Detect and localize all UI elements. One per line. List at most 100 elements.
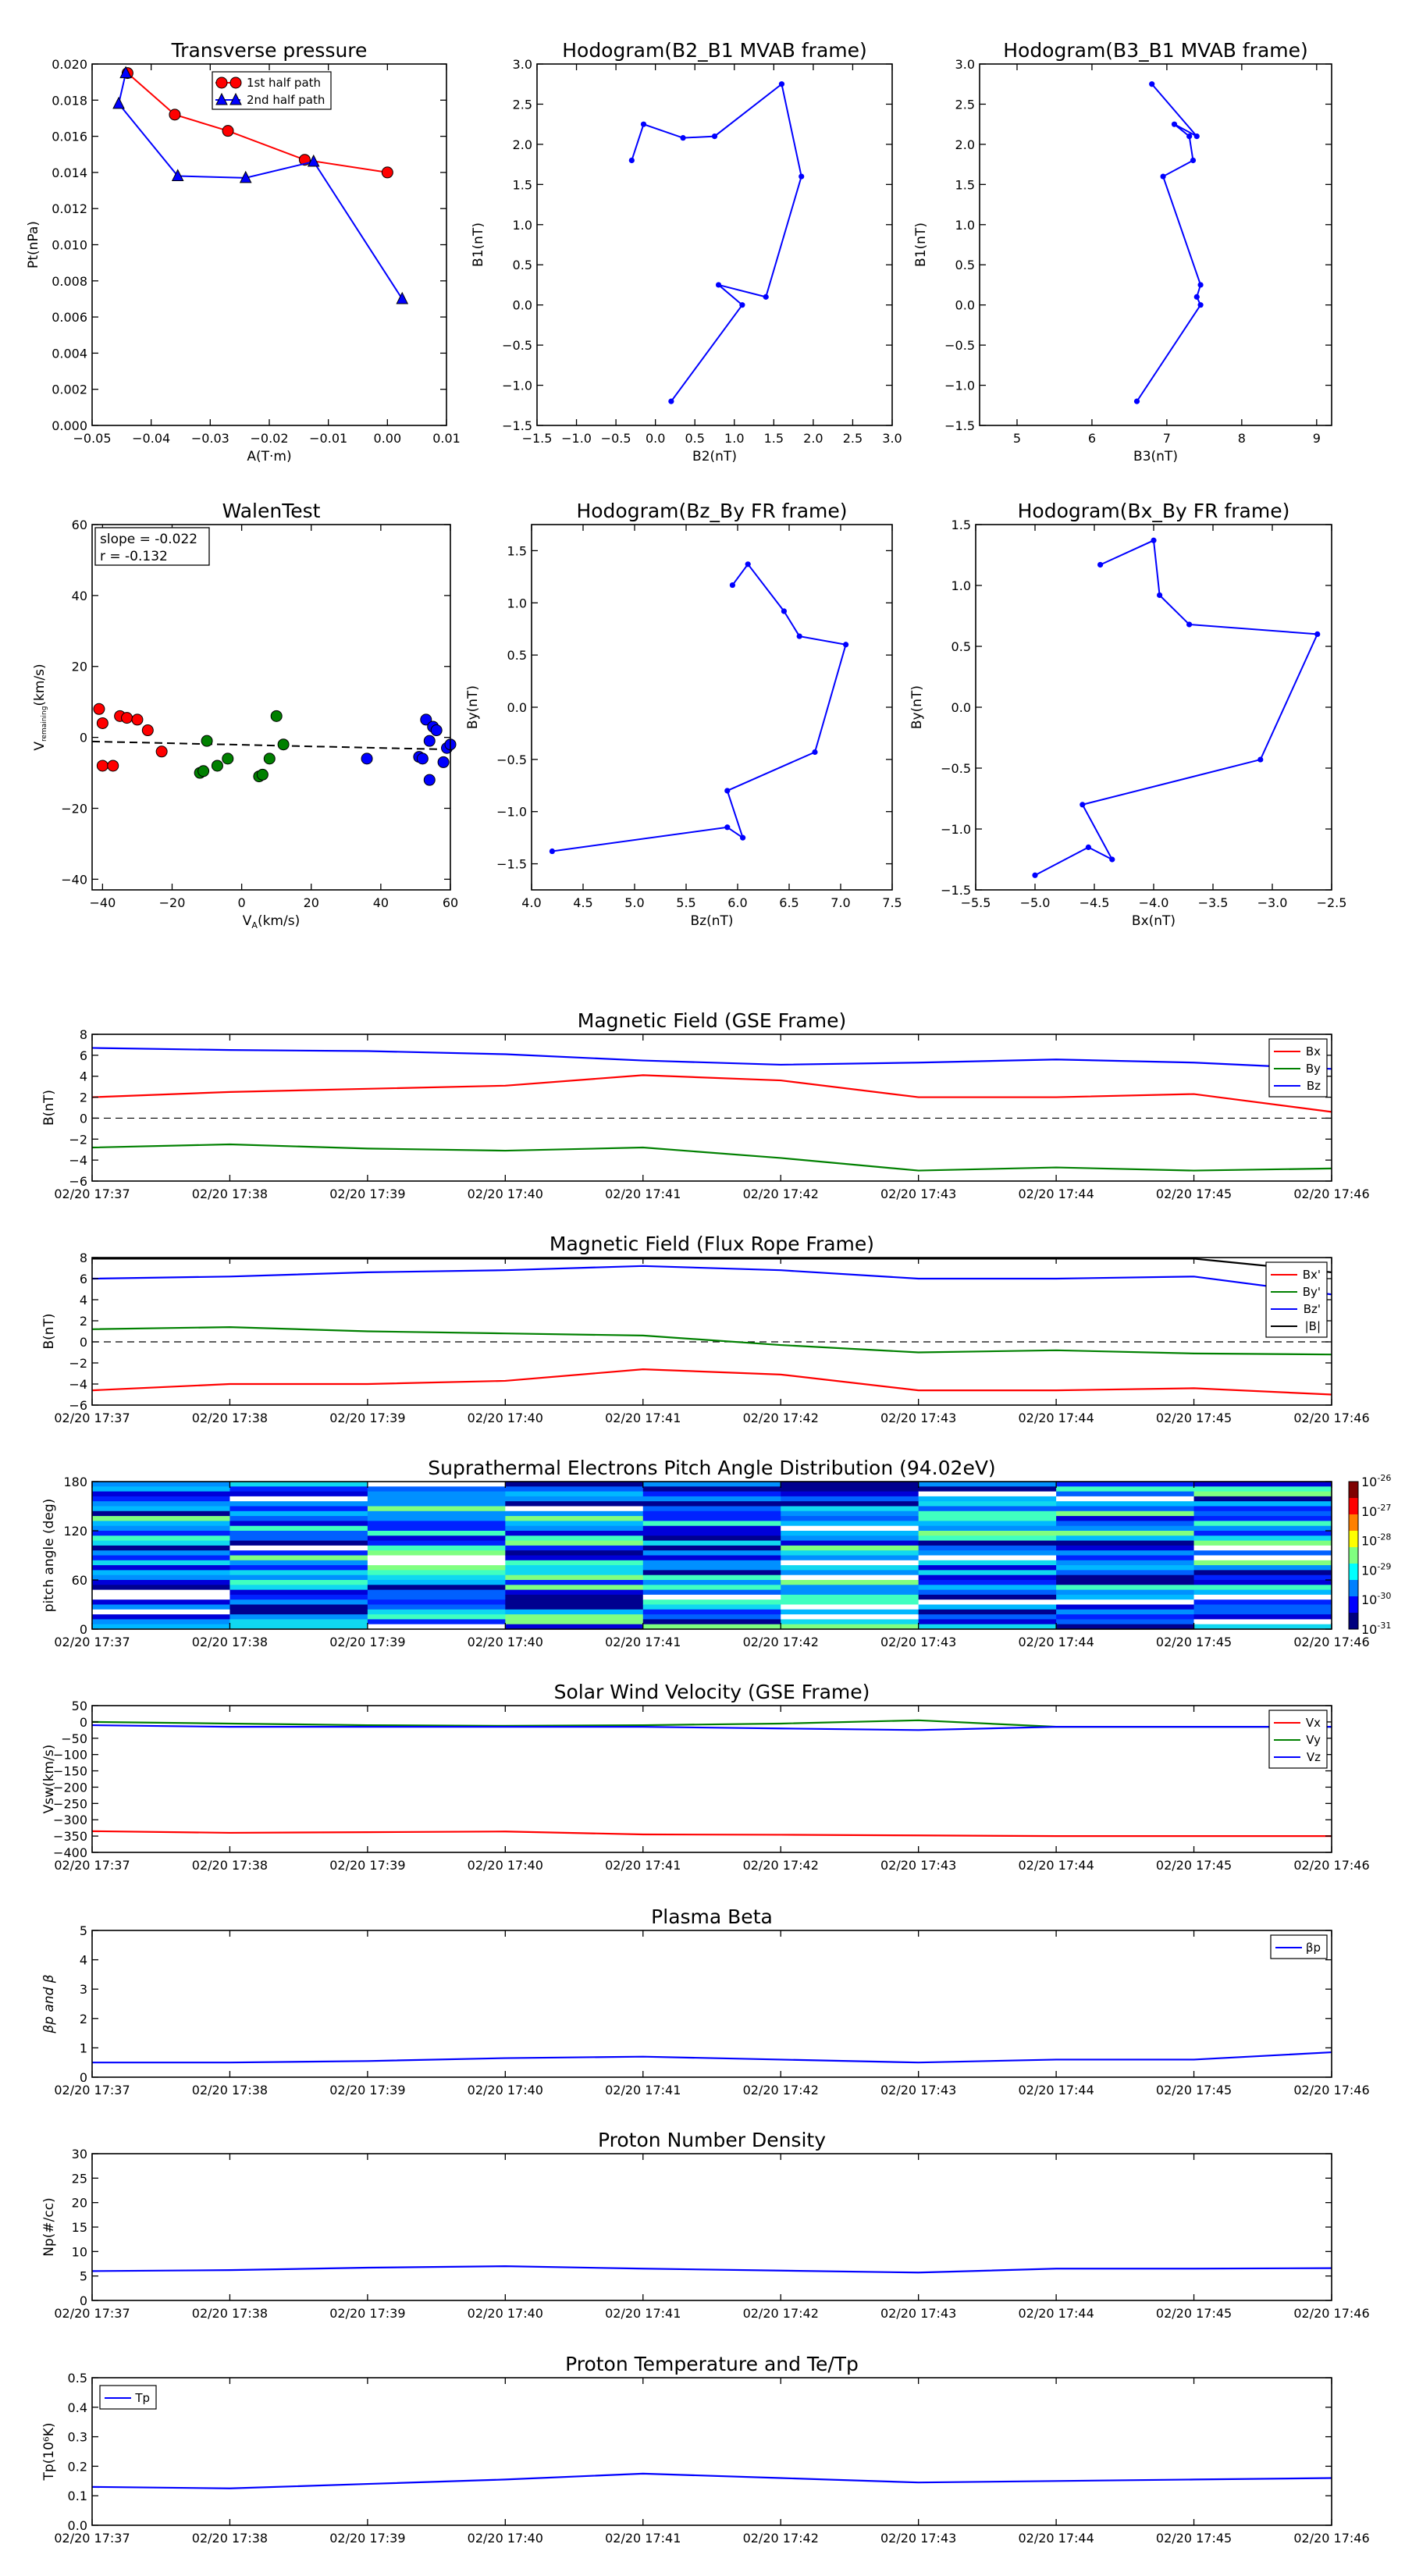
y-tick-label: −2 bbox=[69, 1132, 87, 1147]
plot-frame bbox=[91, 2377, 1332, 2526]
heatmap-cell bbox=[92, 1535, 230, 1542]
data-point bbox=[423, 735, 436, 747]
heatmap-cell bbox=[367, 1599, 506, 1605]
heatmap-cell bbox=[92, 1599, 230, 1605]
y-tick-label: −0.5 bbox=[502, 338, 532, 353]
series-line-|B| bbox=[92, 1258, 1332, 1273]
time-tick-label: 02/20 17:45 bbox=[1156, 1858, 1232, 1873]
annotation: slope = -0.022 r = -0.132 bbox=[94, 527, 210, 566]
heatmap-cell bbox=[367, 1619, 506, 1625]
heatmap-cell bbox=[1056, 1496, 1195, 1502]
heatmap-cell bbox=[229, 1501, 368, 1507]
heatmap-cell bbox=[781, 1531, 919, 1536]
y-tick-label: 0.008 bbox=[52, 274, 87, 289]
colorbar-tick-base: 10 bbox=[1361, 1622, 1377, 1637]
heatmap-cell bbox=[229, 1496, 368, 1502]
plot-area bbox=[92, 2154, 1332, 2300]
time-tick-label: 02/20 17:41 bbox=[605, 1635, 681, 1649]
time-tick-label: 02/20 17:37 bbox=[54, 2531, 130, 2546]
colorbar-tick-base: 10 bbox=[1361, 1475, 1377, 1489]
series-line-By bbox=[91, 1143, 1332, 1172]
legend-label: |B| bbox=[1305, 1319, 1321, 1333]
y-axis-label: B(nT) bbox=[41, 1313, 57, 1349]
time-tick-label: 02/20 17:38 bbox=[192, 1187, 268, 1201]
heatmap-cell bbox=[367, 1521, 506, 1527]
time-tick-label: 02/20 17:37 bbox=[54, 2306, 130, 2321]
data-point bbox=[1190, 157, 1197, 164]
heatmap-cell bbox=[505, 1619, 644, 1625]
plot-area bbox=[92, 525, 450, 890]
time-tick-label: 02/20 17:44 bbox=[1018, 1858, 1094, 1873]
time-tick-label: 02/20 17:42 bbox=[743, 1635, 819, 1649]
heatmap-cell bbox=[92, 1614, 230, 1620]
y-tick-label: 1.0 bbox=[513, 218, 532, 233]
heatmap-cell bbox=[505, 1491, 644, 1497]
data-point bbox=[843, 642, 849, 648]
time-tick-label: 02/20 17:42 bbox=[743, 2306, 819, 2321]
heatmap-cell bbox=[1056, 1540, 1195, 1546]
heatmap-cell bbox=[642, 1619, 781, 1625]
colorbar-segment bbox=[1349, 1613, 1358, 1630]
heatmap-cell bbox=[367, 1501, 506, 1507]
heatmap-cell bbox=[505, 1594, 644, 1600]
heatmap-cell bbox=[229, 1491, 368, 1497]
y-tick-label: 0.5 bbox=[513, 258, 532, 272]
x-tick-label: −2.5 bbox=[1317, 895, 1347, 910]
heatmap-cell bbox=[229, 1594, 368, 1600]
heatmap-cell bbox=[781, 1482, 919, 1487]
heatmap-cell bbox=[918, 1525, 1057, 1532]
heatmap-cell bbox=[229, 1486, 368, 1493]
legend-label: Bz' bbox=[1304, 1302, 1321, 1316]
colorbar-tick-label: 10-27 bbox=[1361, 1503, 1391, 1519]
heatmap-cell bbox=[642, 1570, 781, 1576]
heatmap-cell bbox=[1056, 1516, 1195, 1521]
y-tick-label: 6 bbox=[80, 1048, 87, 1063]
heatmap-cell bbox=[505, 1501, 644, 1507]
plot-area bbox=[980, 64, 1332, 425]
time-tick-label: 02/20 17:46 bbox=[1293, 1858, 1369, 1873]
data-point bbox=[239, 170, 252, 183]
heatmap-cell bbox=[1056, 1604, 1195, 1610]
colorbar-segment bbox=[1349, 1498, 1358, 1515]
heatmap-cell bbox=[92, 1491, 230, 1497]
heatmap-cell bbox=[918, 1614, 1057, 1620]
chart-title: Hodogram(B3_B1 MVAB frame) bbox=[1003, 39, 1308, 62]
heatmap-cell bbox=[642, 1510, 781, 1517]
y-tick-label: 1.5 bbox=[507, 543, 527, 558]
heatmap-cell bbox=[1056, 1521, 1195, 1527]
heatmap-cell bbox=[92, 1550, 230, 1556]
heatmap-cell bbox=[229, 1540, 368, 1546]
plot-frame bbox=[536, 63, 893, 426]
heatmap-cell bbox=[1193, 1550, 1332, 1556]
y-tick-label: 1.0 bbox=[955, 218, 975, 233]
time-tick-label: 02/20 17:38 bbox=[192, 2306, 268, 2321]
heatmap-cell bbox=[229, 1624, 368, 1630]
y-tick-label: 180 bbox=[63, 1475, 87, 1489]
data-point bbox=[1186, 133, 1193, 140]
heatmap-cell bbox=[781, 1506, 919, 1512]
data-point bbox=[277, 738, 290, 751]
heatmap-cell bbox=[505, 1614, 644, 1620]
y-tick-label: 5 bbox=[80, 1923, 87, 1938]
legend-label: Bz bbox=[1307, 1079, 1321, 1093]
colorbar-tick-label: 10-29 bbox=[1361, 1561, 1391, 1578]
x-tick-label: 20 bbox=[304, 895, 319, 910]
y-tick-label: 2 bbox=[80, 1091, 87, 1105]
time-tick-label: 02/20 17:37 bbox=[54, 1635, 130, 1649]
chart-title: Magnetic Field (GSE Frame) bbox=[578, 1009, 846, 1032]
y-tick-label: −0.5 bbox=[941, 761, 971, 776]
y-tick-label: 1.5 bbox=[513, 177, 532, 192]
y-tick-label: −6 bbox=[69, 1398, 87, 1413]
heatmap-cell bbox=[92, 1560, 230, 1566]
heatmap-cell bbox=[642, 1555, 781, 1561]
x-tick-label: 7.5 bbox=[882, 895, 902, 910]
heatmap-cell bbox=[918, 1589, 1057, 1596]
colorbar-segment bbox=[1349, 1596, 1358, 1614]
data-point bbox=[1160, 173, 1166, 180]
y-tick-label: 0 bbox=[80, 1622, 87, 1637]
heatmap-cell bbox=[1056, 1614, 1195, 1620]
time-tick-label: 02/20 17:39 bbox=[329, 1187, 405, 1201]
heatmap-cell bbox=[92, 1510, 230, 1517]
heatmap-cell bbox=[1193, 1521, 1332, 1527]
heatmap-cell bbox=[1056, 1585, 1195, 1591]
